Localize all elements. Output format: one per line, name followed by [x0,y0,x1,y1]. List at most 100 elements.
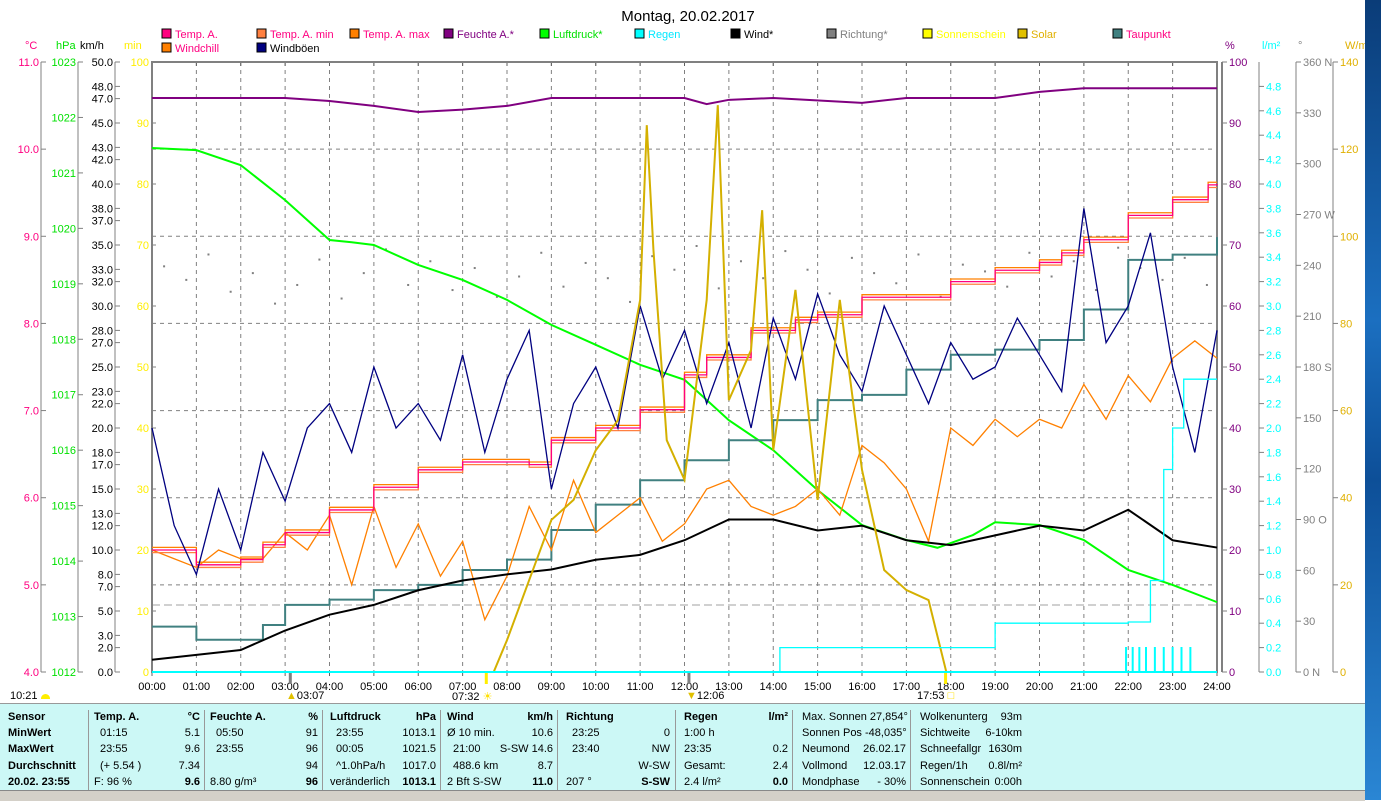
axis-tick-label-pct: 90 [1229,118,1241,130]
axis-tick-label-kmh: 18.0 [92,447,113,459]
axis-tick-label-deg: 210 [1303,311,1321,323]
richtung-dot [318,258,321,261]
axis-tick-label-rain: 0.0 [1266,667,1281,679]
axis-tick-label-rain: 2.2 [1266,399,1281,411]
temp-header: Temp. A. [94,711,140,723]
axis-tick-label-hPa: 1021 [52,168,76,180]
axis-tick-label-kmh: 25.0 [92,362,113,374]
axis-tick-label-pct: 40 [1229,423,1241,435]
regen-value: 2.4 [772,760,788,772]
axis-tick-label-hPa: 1018 [52,334,76,346]
axis-tick-label-deg: 60 [1303,565,1315,577]
axis-tick-label-rain: 3.2 [1266,277,1281,289]
luft-label: veränderlich [330,776,390,788]
axis-tick-label-rain: 2.8 [1266,325,1281,337]
wind-value: 10.6 [531,727,553,739]
x-tick-label: 07:00 [449,681,477,693]
richtung-dot [1117,246,1120,249]
weather-info-label: Regen/1h [920,760,968,772]
axis-tick-label-C: 4.0 [24,667,39,679]
axis-tick-label-deg: 180 S [1303,362,1332,374]
chart-title: Montag, 20.02.2017 [621,8,754,25]
x-tick-label: 09:00 [538,681,566,693]
weather-info-value: 0.8l/m² [988,760,1022,772]
temp-unit: °C [187,711,200,723]
richtung-dot [362,272,365,275]
richtung-dot [562,285,565,288]
sunrise-time: 07:32 [452,691,480,703]
legend-label: Temp. A. min [270,29,334,41]
axis-tick-label-kmh: 15.0 [92,484,113,496]
wind-unit: km/h [527,711,553,723]
legend-label: Windchill [175,43,219,55]
axis-tick-label-kmh: 7.0 [98,582,113,594]
axis-tick-label-hPa: 1023 [52,57,76,69]
axis-unit-min: min [124,40,142,52]
axis-tick-label-kmh: 38.0 [92,203,113,215]
richtung-label: 23:25 [572,727,600,739]
axis-tick-label-rain: 2.0 [1266,423,1281,435]
axis-tick-label-deg: 270 W [1303,210,1335,222]
axis-unit-C: °C [25,40,37,52]
luft-unit: hPa [415,711,436,723]
column-divider [910,710,911,790]
axis-tick-label-pct: 0 [1229,667,1235,679]
axis-tick-label-hPa: 1022 [52,112,76,124]
luft-value: 1017.0 [402,760,436,772]
axis-tick-label-rain: 3.6 [1266,228,1281,240]
legend-swatch [349,28,360,39]
axis-tick-label-rain: 1.0 [1266,545,1281,557]
luft-label: 23:55 [336,727,364,739]
series-solar [152,105,1217,673]
regen-label: 1:00 h [684,727,715,739]
axis-tick-label-C: 9.0 [24,231,39,243]
legend-label: Sonnenschein [936,29,1006,41]
axis-tick-label-min: 60 [137,301,149,313]
axis-tick-label-kmh: 42.0 [92,155,113,167]
richtung-dot [473,267,476,270]
axis-tick-label-C: 11.0 [18,57,39,69]
legend-label: Feuchte A.* [457,29,515,41]
legend-swatch [1112,28,1123,39]
richtung-dot [1183,256,1186,259]
richtung-dot [584,261,587,264]
arrow-down-icon: ▼ [686,690,697,702]
axis-tick-label-rain: 4.0 [1266,179,1281,191]
axis-tick-label-pct: 80 [1229,179,1241,191]
richtung-value: S-SW [641,776,670,788]
legend-label: Taupunkt [1126,29,1171,41]
sun-icon: ☀ [479,691,493,703]
axis-unit-rain: l/m² [1262,40,1281,52]
sensor-row-label: Durchschnitt [8,760,76,772]
richtung-dot [495,295,498,298]
axis-tick-label-kmh: 5.0 [98,606,113,618]
richtung-dot [296,283,299,286]
richtung-dot [806,268,809,271]
temp-value: 9.6 [184,776,200,788]
x-tick-label: 17:00 [893,681,921,693]
axis-tick-label-wm2: 120 [1340,144,1358,156]
richtung-value: W-SW [638,760,670,772]
legend-label: Richtung* [840,29,888,41]
axis-tick-label-min: 100 [131,57,149,69]
astro-label: Max. Sonnen 27,854° [802,711,908,723]
weather-info-label: Sichtweite [920,727,971,739]
richtung-dot [961,263,964,266]
axis-tick-label-kmh: 3.0 [98,630,113,642]
axis-tick-label-rain: 1.6 [1266,472,1281,484]
sensor-row-label: Sensor [8,711,46,723]
axis-tick-label-hPa: 1012 [52,667,76,679]
x-tick-label: 00:00 [138,681,166,693]
luft-label: ^1.0hPa/h [336,760,386,772]
axis-tick-label-rain: 0.4 [1266,618,1281,630]
series-windb-en [151,208,1218,577]
axis-tick-label-kmh: 43.0 [92,142,113,154]
richtung-dot [606,277,609,280]
x-tick-label: 19:00 [981,681,1009,693]
richtung-dot [762,277,765,280]
luft-value: 1013.1 [402,776,436,788]
richtung-dot [207,253,210,256]
richtung-dot [1050,275,1053,278]
axis-tick-label-rain: 1.4 [1266,496,1281,508]
axis-tick-label-kmh: 35.0 [92,240,113,252]
